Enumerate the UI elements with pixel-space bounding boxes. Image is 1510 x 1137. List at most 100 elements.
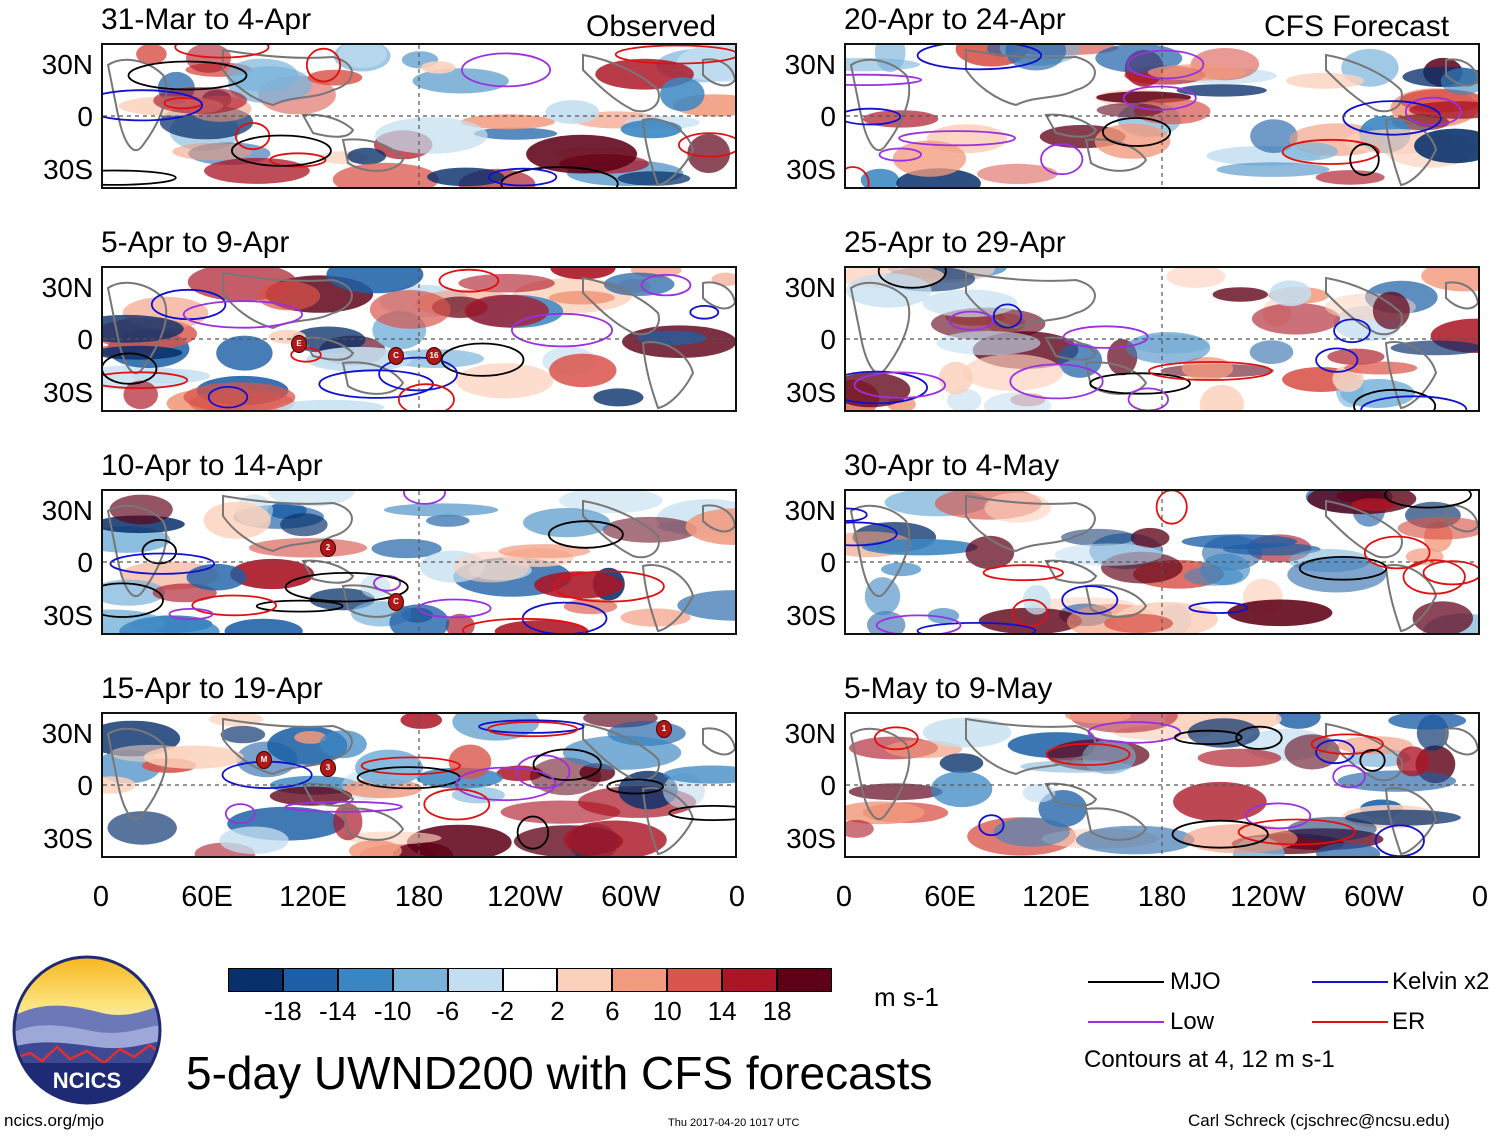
lat-label: 30N	[784, 272, 836, 303]
colorbar-tick: -14	[319, 996, 357, 1026]
lat-label: 30S	[786, 377, 836, 408]
colorbar-swatch	[722, 968, 778, 992]
lat-label: 0	[820, 324, 836, 355]
lon-label: 60W	[601, 881, 661, 913]
ncics-logo: NCICS	[12, 955, 162, 1105]
panel-title-forecast-2: 25-Apr to 29-Apr	[844, 226, 1066, 259]
lat-label: 0	[77, 324, 93, 355]
footer-author: Carl Schreck (cjschrec@ncsu.edu)	[1188, 1111, 1450, 1130]
main-title: 5-day UWND200 with CFS forecasts	[186, 1047, 933, 1099]
lat-label: 30S	[786, 600, 836, 631]
er-line	[1312, 1021, 1388, 1023]
er-label: ER	[1392, 1008, 1426, 1035]
footer-url[interactable]: ncics.org/mjo	[4, 1111, 105, 1130]
colorbar-swatch	[502, 968, 558, 992]
panel-title-observed-3: 10-Apr to 14-Apr	[101, 449, 323, 482]
mjo-line	[1088, 981, 1164, 983]
kelvin-line	[1312, 981, 1388, 983]
colorbar-swatch	[777, 968, 832, 992]
colorbar-tick: 14	[707, 996, 737, 1026]
map-forecast-4	[844, 712, 1480, 858]
storm-marker: 3	[320, 759, 336, 777]
lon-label: 60E	[181, 881, 233, 913]
colorbar-swatch	[557, 968, 613, 992]
lon-label: 0	[92, 881, 110, 913]
panel-title-forecast-3: 30-Apr to 4-May	[844, 449, 1060, 482]
colorbar-swatch	[447, 968, 503, 992]
lat-label: 30S	[786, 823, 836, 854]
map-observed-4: M 3 1	[101, 712, 737, 858]
forecast-label: CFS Forecast	[1264, 10, 1450, 43]
colorbar-swatch	[612, 968, 668, 992]
storm-marker: 2	[320, 539, 336, 557]
lat-label: 30N	[41, 49, 93, 80]
lon-label: 0	[728, 881, 746, 913]
colorbar-swatch	[228, 968, 283, 992]
panel-title-observed-2: 5-Apr to 9-Apr	[101, 226, 290, 259]
map-observed-1	[101, 43, 737, 189]
mjo-label: MJO	[1170, 968, 1221, 995]
panel-title-observed-4: 15-Apr to 19-Apr	[101, 672, 323, 705]
lat-label: 30N	[41, 718, 93, 749]
lon-label: 60W	[1344, 881, 1404, 913]
lon-label: 120E	[279, 881, 347, 913]
low-line	[1088, 1021, 1164, 1023]
map-forecast-1	[844, 43, 1480, 189]
colorbar-tick: 2	[550, 996, 565, 1026]
lat-label: 30S	[786, 154, 836, 185]
panel-title-forecast-4: 5-May to 9-May	[844, 672, 1053, 705]
lat-label: 0	[77, 770, 93, 801]
colorbar-swatch	[392, 968, 448, 992]
panel-title-forecast-1: 20-Apr to 24-Apr	[844, 3, 1066, 36]
colorbar-tick: -6	[436, 996, 460, 1026]
lon-label: 120W	[1230, 881, 1306, 913]
low-label: Low	[1170, 1008, 1215, 1035]
lon-label: 60E	[924, 881, 976, 913]
colorbar-tick: -18	[264, 996, 302, 1026]
storm-marker: C	[388, 593, 404, 611]
storm-marker: C	[388, 347, 404, 365]
colorbar-swatch	[282, 968, 338, 992]
lon-label: 0	[835, 881, 853, 913]
lat-label: 0	[77, 547, 93, 578]
colorbar-unit: m s-1	[874, 982, 939, 1012]
colorbar-tick: 6	[605, 996, 620, 1026]
lat-label: 30N	[41, 272, 93, 303]
map-forecast-2	[844, 266, 1480, 412]
lat-label: 0	[820, 101, 836, 132]
storm-marker: 1	[656, 720, 672, 738]
colorbar-tick: 18	[762, 996, 792, 1026]
colorbar	[228, 968, 832, 992]
lat-label: 30S	[43, 377, 93, 408]
lat-label: 0	[820, 770, 836, 801]
lon-label: 120E	[1022, 881, 1090, 913]
storm-marker: E	[291, 335, 307, 353]
colorbar-swatch	[667, 968, 723, 992]
logo-text: NCICS	[53, 1068, 121, 1093]
lon-label: 0	[1471, 881, 1489, 913]
lon-label: 180	[1137, 881, 1187, 913]
lat-label: 30N	[41, 495, 93, 526]
lat-label: 30S	[43, 154, 93, 185]
lat-label: 30N	[784, 718, 836, 749]
lat-label: 0	[820, 547, 836, 578]
lat-label: 30N	[784, 49, 836, 80]
contour-note: Contours at 4, 12 m s-1	[1084, 1046, 1335, 1073]
storm-marker: 16	[426, 347, 442, 365]
lat-label: 0	[77, 101, 93, 132]
colorbar-tick: -10	[373, 996, 412, 1026]
lat-label: 30S	[43, 600, 93, 631]
lon-label: 120W	[487, 881, 563, 913]
panel-title-observed-1: 31-Mar to 4-Apr	[101, 3, 312, 36]
lat-label: 30S	[43, 823, 93, 854]
colorbar-tick: 10	[652, 996, 682, 1026]
observed-label: Observed	[586, 10, 717, 43]
map-forecast-3	[844, 489, 1480, 635]
map-observed-2: E C 16	[101, 266, 737, 412]
colorbar-tick: -2	[490, 996, 515, 1026]
lon-label: 180	[394, 881, 444, 913]
lat-label: 30N	[784, 495, 836, 526]
footer-timestamp: Thu 2017-04-20 1017 UTC	[668, 1117, 800, 1129]
kelvin-label: Kelvin x2	[1392, 968, 1490, 995]
